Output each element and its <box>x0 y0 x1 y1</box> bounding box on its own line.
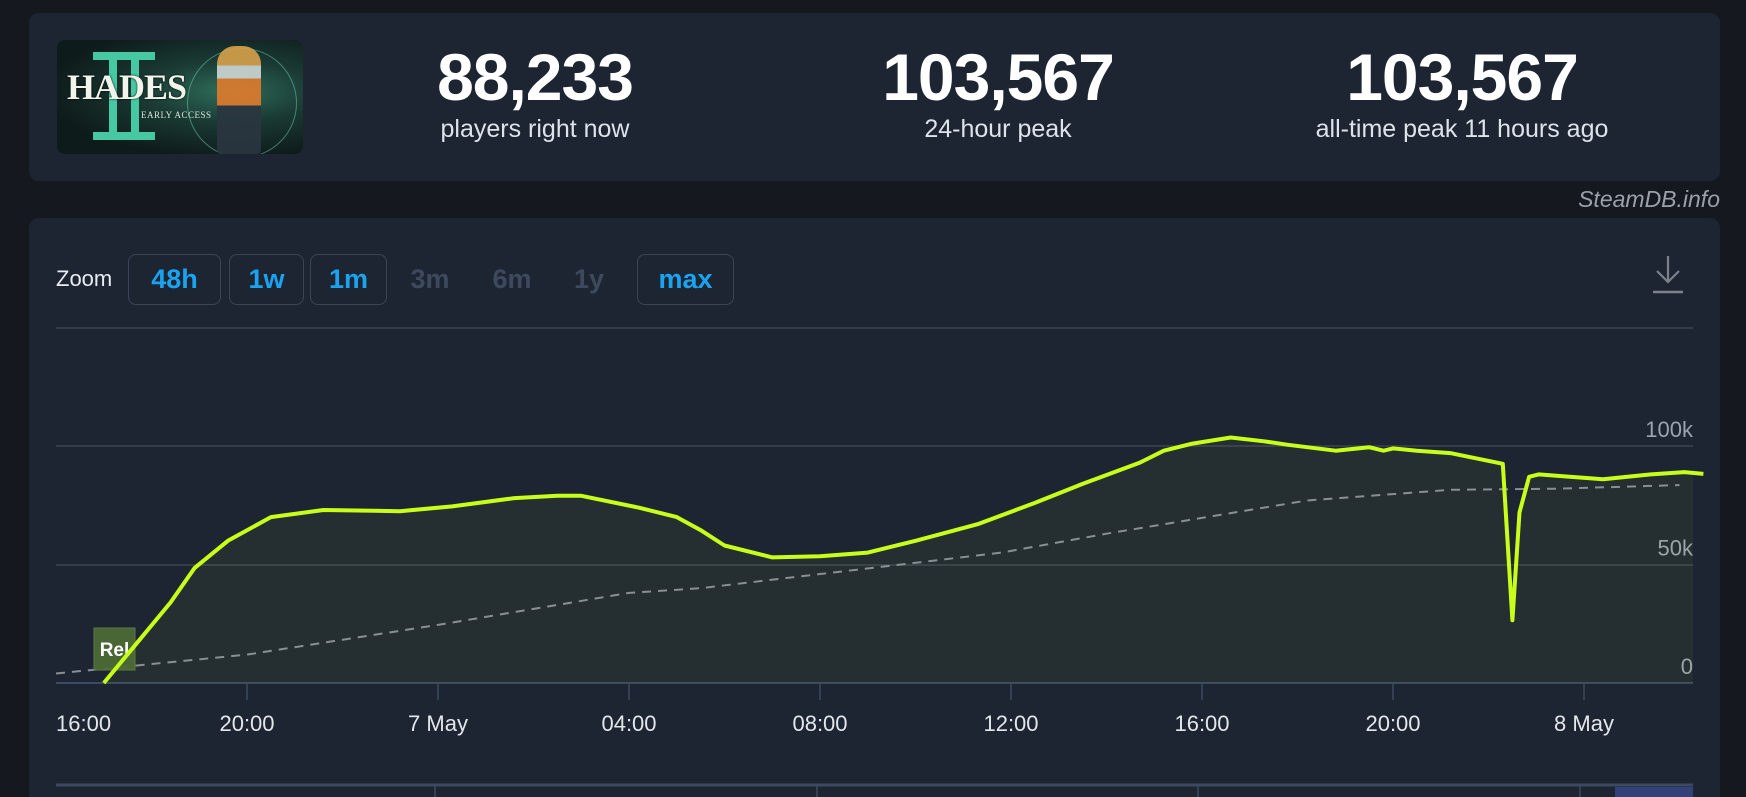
stat-label: 24-hour peak <box>924 115 1072 143</box>
x-tick-label: 8 May <box>1554 711 1614 736</box>
release-marker-label: Rel <box>100 640 130 661</box>
zoom-1w-button[interactable]: 1w <box>229 254 304 305</box>
zoom-label: Zoom <box>56 266 113 291</box>
download-button[interactable] <box>1649 254 1687 296</box>
game-logo-text: HADES <box>67 67 187 107</box>
players-line <box>102 435 1704 685</box>
stat-all-time-peak: 103,567 all-time peak 11 hours ago <box>1252 41 1672 145</box>
x-tick-label: 7 May <box>408 711 468 736</box>
x-axis: 16:00 20:00 7 May 04:00 08:00 12:00 16:00 20:00… <box>56 683 1614 736</box>
download-icon <box>1653 256 1683 294</box>
thumbnail-character-art <box>217 46 261 154</box>
x-tick-label: 08:00 <box>792 711 847 736</box>
x-tick-label: 16:00 <box>1174 711 1229 736</box>
x-tick-label: 12:00 <box>983 711 1038 736</box>
y-tick-label: 0 <box>1681 654 1693 679</box>
y-tick-label: 50k <box>1658 536 1694 561</box>
players-area-fill <box>103 437 1704 683</box>
zoom-3m-button: 3m <box>410 264 450 294</box>
steamdb-watermark[interactable]: SteamDB.info <box>1578 186 1720 212</box>
x-tick-label: 20:00 <box>219 711 274 736</box>
player-chart-card: Zoom 48h 1w 1m 3m 6m 1y max 050k100k 16:… <box>29 218 1720 797</box>
zoom-48h-button[interactable]: 48h <box>128 254 221 305</box>
stats-header-card: HADES EARLY ACCESS 88,233 players right … <box>29 13 1720 181</box>
game-thumbnail[interactable]: HADES EARLY ACCESS <box>57 40 303 154</box>
stat-label: all-time peak 11 hours ago <box>1315 115 1609 143</box>
x-tick-label: 20:00 <box>1365 711 1420 736</box>
y-tick-label: 100k <box>1645 417 1694 442</box>
thumbnail-numeral-decoration <box>93 52 155 140</box>
release-marker-box <box>93 627 136 671</box>
trend-line <box>55 484 1680 675</box>
stat-24h-peak: 103,567 24-hour peak <box>788 41 1208 145</box>
stat-value: 88,233 <box>437 40 634 114</box>
zoom-1m-button[interactable]: 1m <box>310 254 387 305</box>
game-logo-subtitle: EARLY ACCESS <box>141 110 212 120</box>
stat-value: 103,567 <box>1346 40 1579 114</box>
zoom-1y-button: 1y <box>573 264 605 294</box>
zoom-max-button[interactable]: max <box>637 254 734 305</box>
chart-navigator[interactable] <box>56 783 1693 797</box>
stat-value: 103,567 <box>882 40 1115 114</box>
chart-gridlines <box>56 327 1693 684</box>
x-tick-label: 04:00 <box>601 711 656 736</box>
navigator-selection[interactable] <box>1615 787 1693 797</box>
stat-label: players right now <box>440 115 630 143</box>
y-axis-labels: 0 50k 100k <box>1645 417 1694 679</box>
zoom-6m-button: 6m <box>492 264 532 294</box>
stat-players-now: 88,233 players right now <box>325 41 745 145</box>
release-marker[interactable]: Rel <box>93 627 136 671</box>
x-tick-label: 16:00 <box>56 711 111 736</box>
